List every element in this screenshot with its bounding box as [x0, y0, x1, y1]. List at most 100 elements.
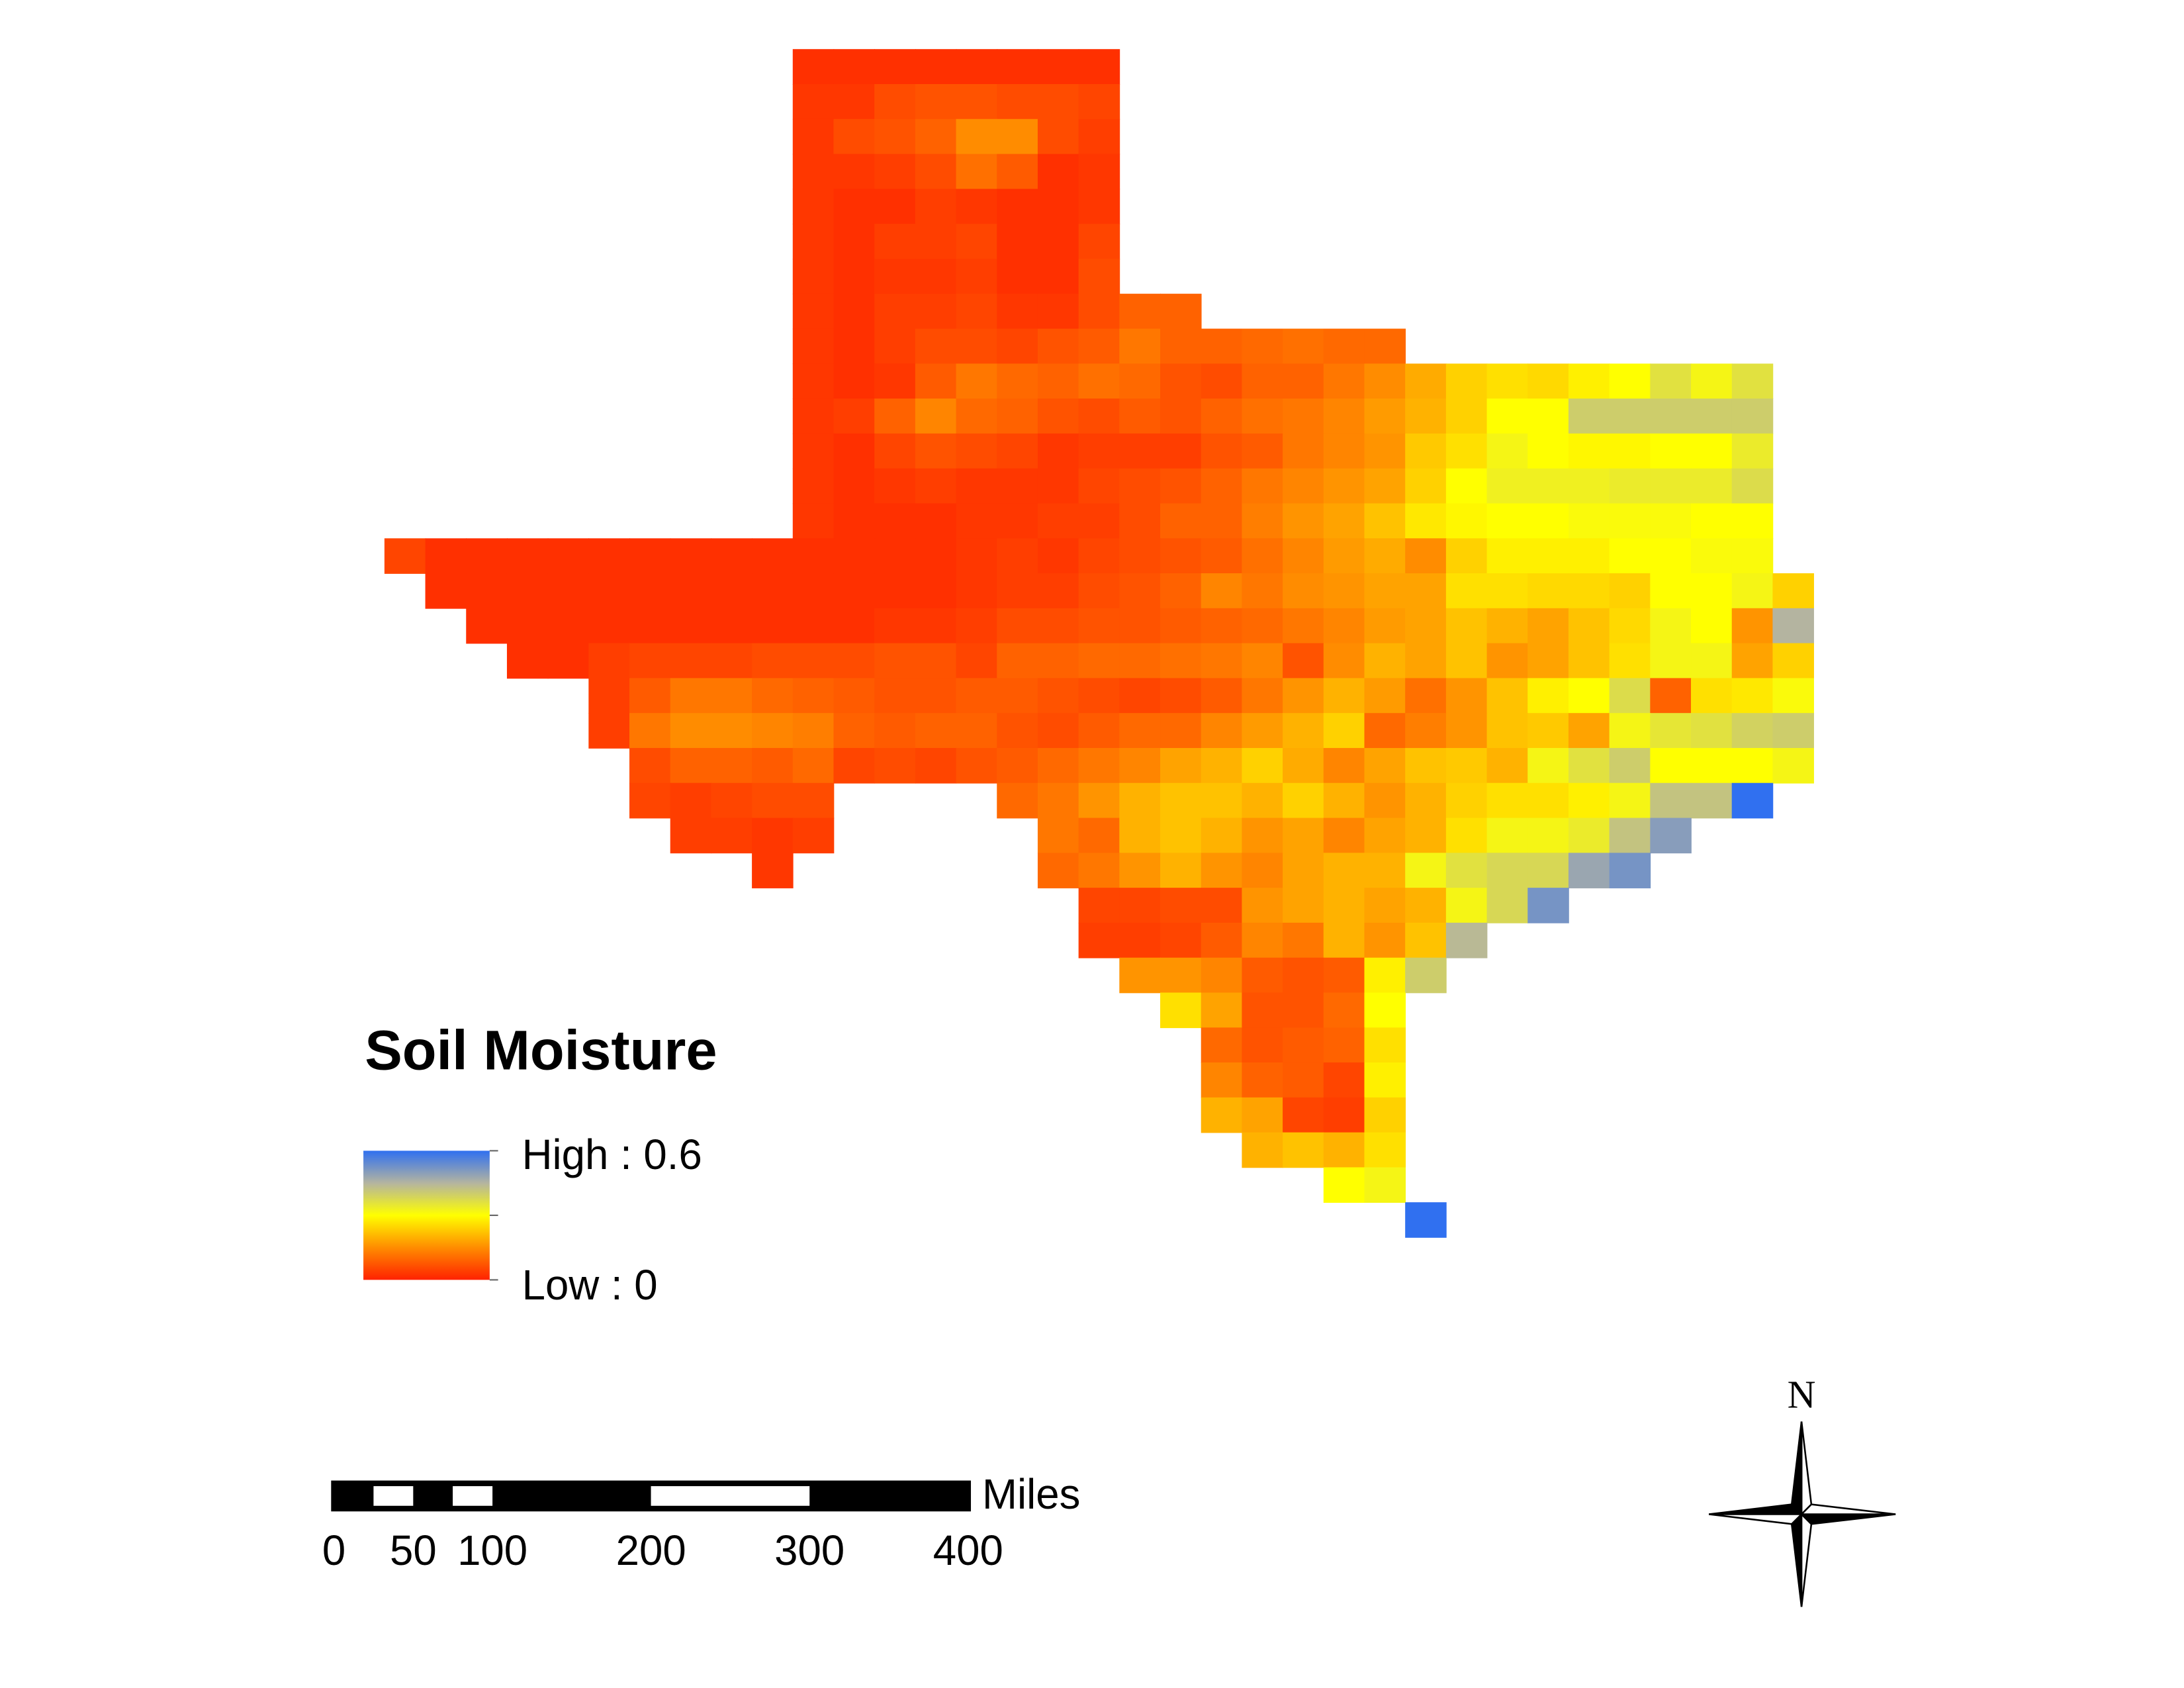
cell	[1445, 538, 1488, 574]
cell	[1364, 608, 1406, 644]
cell	[1445, 643, 1488, 679]
cell	[1119, 468, 1161, 504]
cell	[1364, 1167, 1406, 1203]
cell	[547, 608, 590, 644]
cell	[1201, 853, 1243, 888]
cell	[752, 747, 794, 784]
cell	[997, 573, 1038, 609]
cell	[1609, 399, 1651, 434]
cell	[1242, 538, 1283, 574]
cell	[1609, 503, 1651, 539]
cell	[1650, 678, 1692, 714]
cell	[1445, 573, 1488, 609]
cell	[1445, 922, 1488, 959]
cell	[874, 538, 916, 574]
cell	[1486, 818, 1529, 854]
cell	[1078, 888, 1120, 923]
cell	[1691, 538, 1733, 574]
cell	[1405, 818, 1447, 854]
cell	[1201, 957, 1243, 994]
cell	[792, 713, 835, 749]
cell	[1119, 363, 1161, 399]
cell	[1201, 363, 1243, 399]
cell	[1160, 433, 1202, 469]
cell	[588, 538, 630, 574]
cell	[1323, 782, 1365, 819]
cell	[1323, 573, 1365, 609]
cell	[1242, 1027, 1283, 1063]
cell	[1486, 678, 1529, 714]
cell	[629, 643, 671, 679]
cell	[1242, 399, 1283, 434]
cell	[1323, 538, 1365, 574]
cell	[1527, 818, 1569, 854]
cell	[833, 154, 876, 190]
cell	[1078, 608, 1120, 644]
cell	[1283, 888, 1324, 923]
cell	[997, 363, 1038, 399]
cell	[1486, 468, 1529, 504]
cell	[792, 573, 835, 609]
cell	[833, 189, 876, 224]
cell	[1037, 538, 1079, 574]
cell	[1119, 957, 1161, 994]
cell	[1364, 643, 1406, 679]
cell	[792, 468, 835, 504]
cell	[1037, 293, 1079, 330]
cell	[956, 363, 998, 399]
cell	[1037, 224, 1079, 259]
cell	[915, 503, 957, 539]
cell	[1283, 1097, 1324, 1133]
cell	[874, 83, 916, 120]
cell	[1283, 503, 1324, 539]
cell	[833, 83, 876, 120]
cell	[1691, 399, 1733, 434]
cell	[1568, 678, 1610, 714]
cell	[1078, 468, 1120, 504]
cell	[466, 608, 508, 644]
cell	[1445, 782, 1488, 819]
cell	[956, 573, 998, 609]
cell	[997, 433, 1038, 469]
cell	[1527, 608, 1569, 644]
cell	[1160, 503, 1202, 539]
cell	[874, 678, 916, 714]
cell	[1609, 608, 1651, 644]
cell	[1323, 853, 1365, 888]
cell	[1568, 608, 1610, 644]
cell	[1568, 747, 1610, 784]
cell	[1772, 643, 1814, 679]
cell	[1527, 678, 1569, 714]
cell	[1772, 608, 1814, 644]
cell	[997, 747, 1038, 784]
cell	[711, 573, 752, 609]
cell	[1119, 853, 1161, 888]
cell	[1364, 1097, 1406, 1133]
cell	[1242, 328, 1283, 365]
cell	[1283, 782, 1324, 819]
cell	[1445, 818, 1488, 854]
cell	[1364, 713, 1406, 749]
cell	[1242, 992, 1283, 1029]
cell	[1323, 1027, 1365, 1063]
cell	[1160, 922, 1202, 959]
cell	[997, 224, 1038, 259]
cell	[1283, 1027, 1324, 1063]
cell	[915, 363, 957, 399]
cell	[1364, 538, 1406, 574]
cell	[1283, 992, 1324, 1029]
cell	[1486, 608, 1529, 644]
scale-segment	[453, 1483, 493, 1509]
cell	[1119, 678, 1161, 714]
scale-bar: 0 50 100 200 300 400	[322, 1480, 1003, 1574]
cell	[1527, 503, 1569, 539]
cell	[629, 713, 671, 749]
cell	[1609, 782, 1651, 819]
cell	[1364, 1027, 1406, 1063]
cell	[1568, 363, 1610, 399]
cell	[915, 328, 957, 365]
cell	[752, 782, 794, 819]
cell	[1242, 747, 1283, 784]
cell	[1405, 468, 1447, 504]
cell	[1201, 573, 1243, 609]
